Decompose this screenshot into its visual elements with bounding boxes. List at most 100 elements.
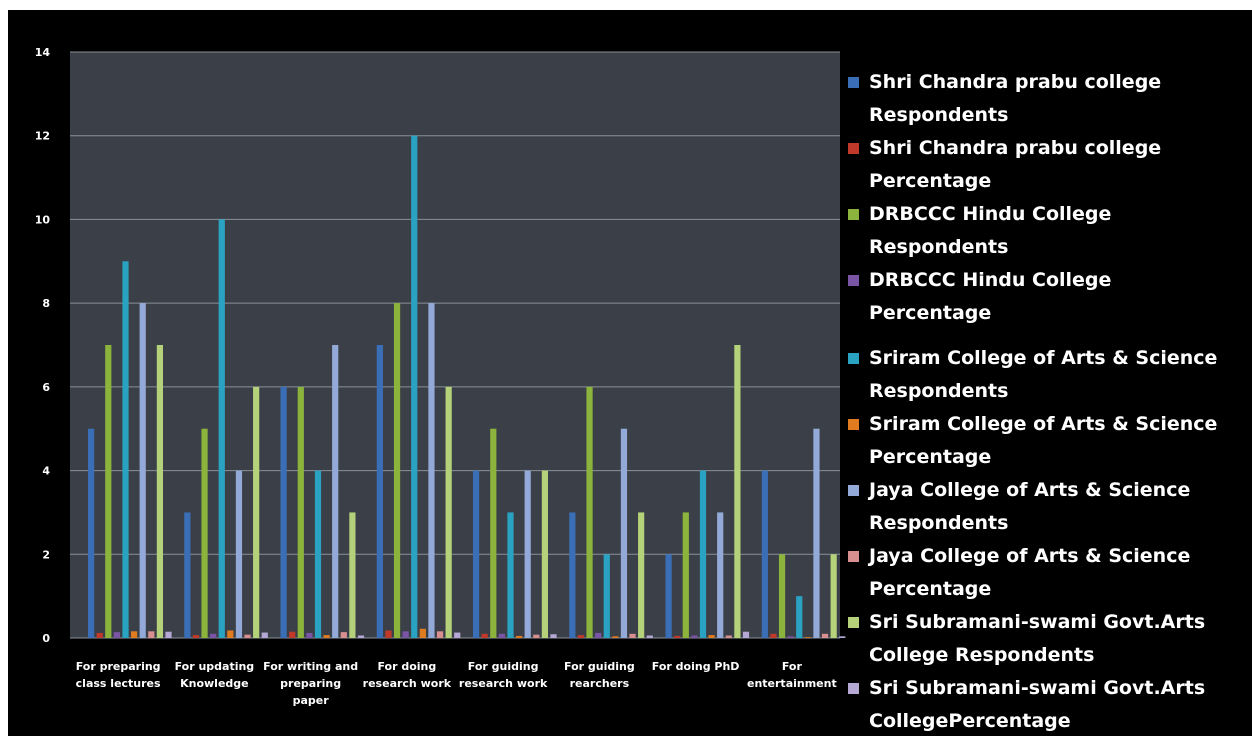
y-tick-label: 8 bbox=[42, 297, 50, 310]
legend-label: Sri Subramani-swami Govt.Arts College Re… bbox=[869, 611, 1206, 666]
legend-item: Shri Chandra prabu college Respondents bbox=[848, 66, 1248, 132]
bar bbox=[428, 303, 435, 638]
bar bbox=[261, 632, 268, 638]
legend-swatch bbox=[848, 551, 859, 562]
bar bbox=[717, 512, 724, 638]
legend-swatch bbox=[848, 77, 859, 88]
legend-swatch bbox=[848, 617, 859, 628]
bar bbox=[419, 628, 426, 638]
legend-swatch bbox=[848, 143, 859, 154]
bar bbox=[473, 470, 480, 638]
x-tick-label: For updating Knowledge bbox=[175, 660, 255, 690]
bar bbox=[96, 632, 103, 638]
bar bbox=[165, 631, 172, 638]
legend-label: Sri Subramani-swami Govt.Arts CollegePer… bbox=[869, 677, 1206, 732]
bar bbox=[280, 386, 287, 638]
bar bbox=[550, 634, 557, 638]
y-tick-label: 0 bbox=[42, 632, 50, 645]
bar bbox=[778, 554, 786, 638]
legend-item: Shri Chandra prabu college Percentage bbox=[848, 132, 1248, 198]
legend-item: Jaya College of Arts & Science Responden… bbox=[848, 474, 1248, 540]
bar bbox=[830, 554, 837, 638]
chart-legend: Shri Chandra prabu college Respondents Sh… bbox=[848, 66, 1248, 738]
legend-swatch bbox=[848, 353, 859, 364]
legend-label: DRBCCC Hindu College Percentage bbox=[869, 269, 1112, 324]
bar bbox=[323, 635, 330, 638]
bar bbox=[349, 512, 356, 638]
x-tick-label: For doing PhD bbox=[652, 660, 740, 673]
legend-label: Jaya College of Arts & Science Percentag… bbox=[869, 545, 1191, 600]
y-tick-label: 14 bbox=[35, 46, 51, 59]
bar bbox=[402, 631, 409, 638]
y-tick-label: 12 bbox=[35, 130, 50, 143]
bar bbox=[393, 303, 401, 638]
bar bbox=[524, 470, 531, 638]
bar bbox=[340, 632, 347, 638]
x-tick-label: For preparing class lectures bbox=[76, 660, 161, 690]
bar bbox=[411, 135, 418, 638]
bar bbox=[699, 470, 707, 638]
bar bbox=[88, 428, 95, 638]
chart-frame: 0 2 4 6 8 10 12 14 For preparing class lectures Fo… bbox=[8, 10, 1252, 736]
bar bbox=[708, 635, 715, 638]
legend-item: Sri Subramani-swami Govt.Arts CollegePer… bbox=[848, 672, 1248, 738]
bar bbox=[813, 428, 820, 638]
bar bbox=[139, 303, 146, 638]
bar bbox=[376, 345, 383, 638]
bar bbox=[156, 345, 163, 638]
bar bbox=[436, 631, 444, 638]
bar bbox=[297, 386, 304, 638]
bar bbox=[595, 632, 602, 638]
bar bbox=[306, 632, 313, 638]
bar bbox=[674, 635, 681, 638]
legend-swatch bbox=[848, 485, 859, 496]
bar bbox=[569, 512, 576, 638]
bar bbox=[131, 631, 138, 638]
legend-swatch bbox=[848, 683, 859, 694]
bar bbox=[201, 428, 208, 638]
legend-item: Sriram College of Arts & Science Percent… bbox=[848, 408, 1248, 474]
bar bbox=[821, 633, 829, 638]
legend-item: DRBCCC Hindu College Percentage bbox=[848, 264, 1248, 330]
legend-label: Shri Chandra prabu college Respondents bbox=[869, 71, 1162, 126]
bar bbox=[445, 386, 452, 638]
x-tick-label: For doing research work bbox=[363, 660, 452, 690]
bar bbox=[665, 554, 672, 638]
bar bbox=[244, 634, 251, 638]
bar bbox=[691, 635, 698, 638]
bar bbox=[612, 636, 619, 638]
bar bbox=[839, 636, 846, 638]
legend-label: Sriram College of Arts & Science Respond… bbox=[869, 347, 1218, 402]
legend-swatch bbox=[848, 275, 859, 286]
bar bbox=[218, 219, 225, 638]
legend-swatch bbox=[848, 419, 859, 430]
bar bbox=[787, 636, 794, 638]
bar bbox=[454, 632, 461, 638]
bar bbox=[113, 632, 120, 638]
bar-chart: 0 2 4 6 8 10 12 14 For preparing class lectures Fo… bbox=[35, 46, 846, 707]
legend-label: DRBCCC Hindu College Respondents bbox=[869, 203, 1112, 258]
bar bbox=[253, 386, 260, 638]
x-tick-label: For guiding rearchers bbox=[564, 660, 635, 690]
bar bbox=[620, 428, 628, 638]
bar bbox=[603, 554, 610, 638]
bar bbox=[148, 631, 155, 638]
bar bbox=[357, 635, 365, 638]
bar bbox=[770, 633, 777, 638]
legend-item: Sri Subramani-swami Govt.Arts College Re… bbox=[848, 606, 1248, 672]
bar bbox=[227, 630, 234, 638]
bar bbox=[481, 633, 488, 638]
bar bbox=[577, 635, 585, 638]
bar bbox=[682, 512, 689, 638]
bar bbox=[586, 386, 593, 638]
bar bbox=[516, 635, 523, 638]
bar bbox=[332, 345, 339, 638]
legend-label: Shri Chandra prabu college Percentage bbox=[869, 137, 1162, 192]
y-tick-label: 4 bbox=[42, 465, 50, 478]
x-tick-label: For guiding research work bbox=[459, 660, 548, 690]
legend-label: Jaya College of Arts & Science Responden… bbox=[869, 479, 1191, 534]
x-tick-label: For entertainment bbox=[747, 660, 837, 690]
x-tick-label: For writing and preparing paper bbox=[263, 660, 358, 707]
y-tick-label: 2 bbox=[42, 548, 50, 561]
bar bbox=[490, 428, 497, 638]
